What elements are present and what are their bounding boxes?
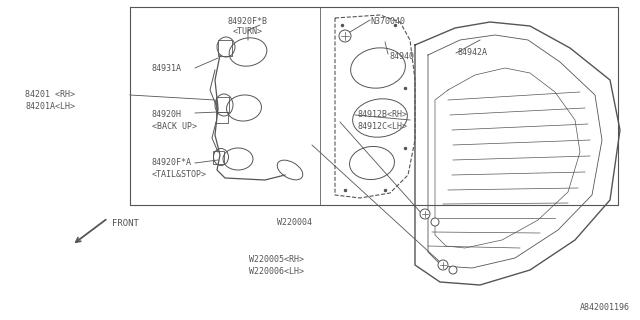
- Text: <BACK UP>: <BACK UP>: [152, 122, 197, 131]
- Text: W220006<LH>: W220006<LH>: [249, 267, 304, 276]
- Text: 84912C<LH>: 84912C<LH>: [357, 122, 407, 131]
- Text: N370040: N370040: [370, 17, 405, 26]
- Text: <TURN>: <TURN>: [233, 27, 263, 36]
- Circle shape: [438, 260, 448, 270]
- Text: 84920H: 84920H: [152, 110, 182, 119]
- Text: 84920F*B: 84920F*B: [228, 17, 268, 26]
- Circle shape: [420, 209, 430, 219]
- Text: 84931A: 84931A: [152, 64, 182, 73]
- Circle shape: [431, 218, 439, 226]
- Text: A842001196: A842001196: [580, 303, 630, 312]
- Text: 84912B<RH>: 84912B<RH>: [357, 110, 407, 119]
- Text: 84940: 84940: [390, 52, 415, 61]
- Text: <TAIL&STOP>: <TAIL&STOP>: [152, 170, 207, 179]
- Text: 84201 <RH>: 84201 <RH>: [25, 90, 75, 99]
- Text: W220005<RH>: W220005<RH>: [249, 255, 304, 264]
- Circle shape: [449, 266, 457, 274]
- Text: 84201A<LH>: 84201A<LH>: [25, 102, 75, 111]
- Text: 84920F*A: 84920F*A: [152, 158, 192, 167]
- Text: FRONT: FRONT: [112, 219, 139, 228]
- Circle shape: [339, 30, 351, 42]
- Text: W220004: W220004: [277, 218, 312, 227]
- Text: 84942A: 84942A: [458, 48, 488, 57]
